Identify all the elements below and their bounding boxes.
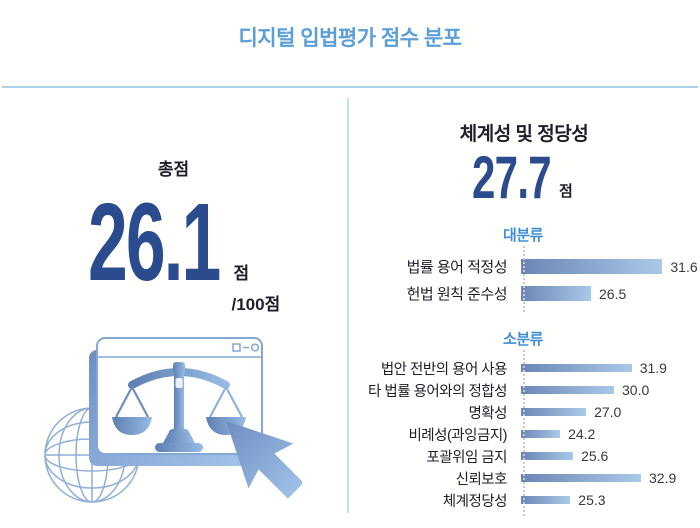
total-score-block: 26.1 점 /100점 bbox=[87, 181, 281, 314]
panel-score-value: 27.7 bbox=[472, 144, 552, 212]
bar-value: 30.0 bbox=[622, 382, 650, 398]
bar bbox=[521, 474, 641, 482]
panel-title: 체계성 및 정당성 bbox=[459, 124, 589, 145]
bar-row: 헌법 원칙 준수성 26.5 bbox=[354, 280, 700, 307]
bar-value: 25.6 bbox=[581, 448, 609, 464]
bar bbox=[521, 408, 587, 416]
bar-category-label: 타 법률 용어와의 정합성 bbox=[368, 383, 508, 400]
window-controls-icon bbox=[232, 343, 260, 352]
total-score-label: 총점 bbox=[157, 160, 190, 179]
bar bbox=[521, 430, 561, 438]
panel-score-unit: 점 bbox=[559, 183, 573, 200]
bar-row: 체계정당성 25.3 bbox=[354, 489, 700, 511]
bar-value: 31.6 bbox=[670, 258, 698, 275]
total-score-panel: 총점 26.1 점 /100점 bbox=[0, 98, 347, 314]
chart-axis-line bbox=[523, 350, 525, 516]
chart-axis-line bbox=[523, 246, 525, 312]
bar-value: 24.2 bbox=[568, 426, 596, 442]
bar-category-label: 법률 용어 적정성 bbox=[406, 259, 508, 276]
bar-row: 신뢰보호 32.9 bbox=[354, 467, 700, 489]
bar-row: 법률 용어 적정성 31.6 bbox=[354, 253, 700, 280]
bar-row: 포괄위임 금지 25.6 bbox=[354, 445, 700, 467]
bar-category-label: 비례성(과잉금지) bbox=[408, 427, 507, 444]
bar-row: 명확성 27.0 bbox=[354, 401, 700, 423]
bar bbox=[521, 364, 632, 372]
total-score-value: 26.1 bbox=[87, 181, 221, 305]
bar-category-label: 헌법 원칙 준수성 bbox=[406, 286, 508, 303]
total-score-denominator: /100점 bbox=[231, 295, 281, 314]
major-category-chart: 대분류 법률 용어 적정성 31.6 헌법 원칙 준수성 26.5 bbox=[354, 224, 700, 312]
vertical-divider bbox=[347, 98, 349, 513]
bar bbox=[521, 496, 571, 504]
bar-category-label: 명확성 bbox=[468, 405, 507, 422]
bar-row: 타 법률 용어와의 정합성 30.0 bbox=[354, 379, 700, 401]
total-score-unit: 점 bbox=[233, 264, 250, 283]
bar-row: 법안 전반의 용어 사용 31.9 bbox=[354, 357, 700, 379]
bar-value: 31.9 bbox=[639, 360, 667, 376]
bar-value: 32.9 bbox=[649, 470, 677, 486]
bar-value: 27.0 bbox=[594, 404, 622, 420]
cursor-arrow-icon bbox=[226, 421, 302, 499]
bar-category-label: 법안 전반의 용어 사용 bbox=[380, 361, 508, 378]
bar bbox=[521, 452, 574, 460]
bar-value: 26.5 bbox=[599, 285, 627, 302]
bar-category-label: 포괄위임 금지 bbox=[426, 449, 507, 466]
bar bbox=[521, 386, 614, 394]
bar-category-label: 체계정당성 bbox=[442, 493, 508, 510]
horizontal-divider bbox=[2, 86, 698, 88]
systematicity-panel: 체계성 및 정당성 27.7 점 대분류 법률 용어 적정성 31.6 헌법 원칙 … bbox=[348, 98, 700, 516]
bar bbox=[521, 259, 663, 274]
legal-evaluation-illustration bbox=[44, 337, 302, 503]
panel-score-block: 27.7 점 bbox=[472, 144, 576, 212]
bar-category-label: 신뢰보호 bbox=[455, 471, 508, 488]
sub-category-chart: 소분류 법안 전반의 용어 사용 31.9 타 법률 용어와의 정합성 30.0 명확성… bbox=[354, 328, 700, 516]
bar bbox=[521, 286, 591, 301]
page-title: 디지털 입법평가 점수 분포 bbox=[238, 27, 462, 50]
scales-of-justice-icon bbox=[112, 362, 246, 452]
bar-row: 비례성(과잉금지) 24.2 bbox=[354, 423, 700, 445]
bar-value: 25.3 bbox=[578, 492, 606, 508]
sub-category-title: 소분류 bbox=[503, 331, 543, 348]
major-category-title: 대분류 bbox=[503, 227, 543, 244]
